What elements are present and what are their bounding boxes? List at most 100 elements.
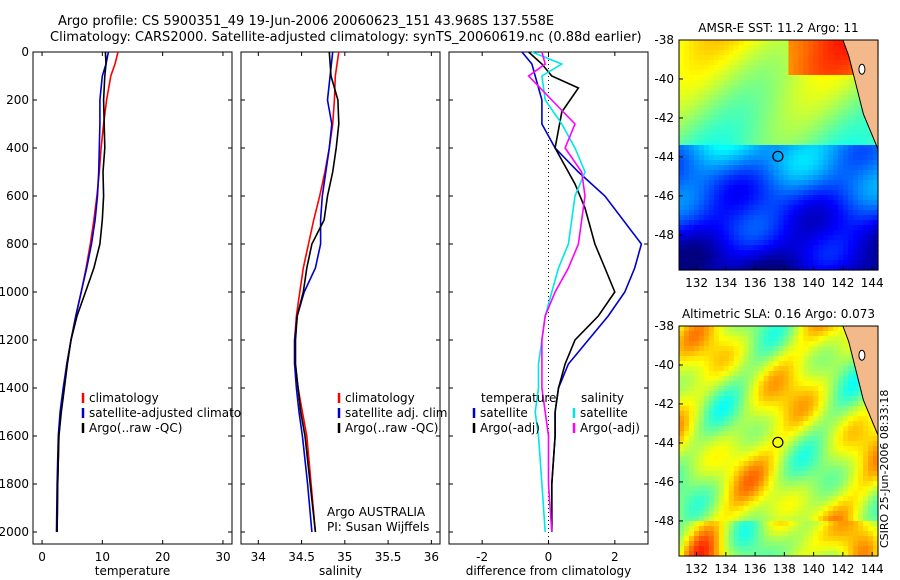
map-cell xyxy=(848,90,854,96)
map-cell xyxy=(813,371,819,377)
map-cell xyxy=(813,245,819,251)
map-cell xyxy=(873,531,879,537)
map-cell xyxy=(843,336,849,342)
map-cell xyxy=(679,255,685,261)
map-cell xyxy=(798,95,804,101)
map-cell xyxy=(693,481,700,487)
map-cell xyxy=(793,195,799,201)
map-cell xyxy=(708,391,715,397)
map-cell xyxy=(718,95,725,101)
map-cell xyxy=(758,381,765,387)
map-cell xyxy=(823,245,829,251)
map-cell xyxy=(683,155,690,161)
map-cell xyxy=(768,250,775,256)
legend-entry: Argo(..raw -QC) xyxy=(89,421,182,435)
map-cell xyxy=(758,366,765,372)
map-cell xyxy=(768,255,775,261)
map-cell xyxy=(683,481,690,487)
map-cell xyxy=(828,95,834,101)
map-cell xyxy=(778,391,785,397)
map-cell xyxy=(683,235,690,241)
map-cell xyxy=(838,55,844,61)
map-cell xyxy=(813,135,819,141)
map-cell xyxy=(808,245,814,251)
map-cell xyxy=(803,210,809,216)
map-cell xyxy=(703,125,710,131)
map-cell xyxy=(843,501,849,507)
map-cell xyxy=(728,476,735,482)
map-cell xyxy=(748,441,755,447)
map-cell xyxy=(688,140,695,146)
map-cell xyxy=(693,125,700,131)
map-cell xyxy=(679,356,685,362)
map-cell xyxy=(763,506,770,512)
map-cell xyxy=(848,180,854,186)
map-cell xyxy=(683,135,690,141)
map-cell xyxy=(838,75,844,81)
map-cell xyxy=(688,165,695,171)
map-cell xyxy=(838,250,844,256)
map-cell xyxy=(758,546,765,552)
map-cell xyxy=(723,175,730,181)
map-cell xyxy=(808,521,814,527)
map-cell xyxy=(763,250,770,256)
map-cell xyxy=(833,140,839,146)
map-cell xyxy=(868,245,874,251)
map-cell xyxy=(763,421,770,427)
map-cell xyxy=(688,401,695,407)
map-cell xyxy=(738,125,745,131)
map-cell xyxy=(753,516,760,522)
map-cell xyxy=(693,371,700,377)
map-cell xyxy=(788,501,795,507)
map-cell xyxy=(813,421,819,427)
map-cell xyxy=(708,531,715,537)
map-cell xyxy=(679,125,685,131)
map-cell xyxy=(738,80,745,86)
map-cell xyxy=(873,486,879,492)
map-cell xyxy=(793,200,799,206)
x-tick-label: 2 xyxy=(611,550,619,564)
map-cell xyxy=(773,466,780,472)
map-cell xyxy=(733,491,740,497)
map-cell xyxy=(733,341,740,347)
map-cell xyxy=(803,90,809,96)
map-cell xyxy=(698,471,705,477)
map-cell xyxy=(723,331,730,337)
y-tick-label: 1800 xyxy=(0,477,29,491)
map-cell xyxy=(768,466,775,472)
map-cell xyxy=(858,396,864,402)
map-cell xyxy=(768,371,775,377)
map-cell xyxy=(718,396,725,402)
map-cell xyxy=(863,155,869,161)
map-cell xyxy=(688,536,695,542)
map-cell xyxy=(848,150,854,156)
map-cell xyxy=(798,125,804,131)
x-tick-label: 34 xyxy=(251,550,266,564)
map-cell xyxy=(738,326,745,332)
map-cell xyxy=(793,366,799,372)
map-cell xyxy=(803,551,809,557)
map-cell xyxy=(783,195,790,201)
map-cell xyxy=(833,55,839,61)
map-cell xyxy=(748,150,755,156)
map-cell xyxy=(778,456,785,462)
map-cell xyxy=(798,331,804,337)
map-cell xyxy=(848,486,854,492)
map-cell xyxy=(738,541,745,547)
map-cell xyxy=(808,336,814,342)
map-cell xyxy=(698,75,705,81)
map-cell xyxy=(768,441,775,447)
map-cell xyxy=(818,200,824,206)
map-cell xyxy=(713,235,720,241)
map-cell xyxy=(728,265,735,271)
map-cell xyxy=(763,130,770,136)
map-cell xyxy=(758,40,765,46)
map-cell xyxy=(688,366,695,372)
map-cell xyxy=(788,50,795,56)
map-cell xyxy=(858,536,864,542)
map-cell xyxy=(803,446,809,452)
map-cell xyxy=(848,75,854,81)
map-cell xyxy=(813,130,819,136)
map-cell xyxy=(853,125,859,131)
map-cell xyxy=(783,205,790,211)
